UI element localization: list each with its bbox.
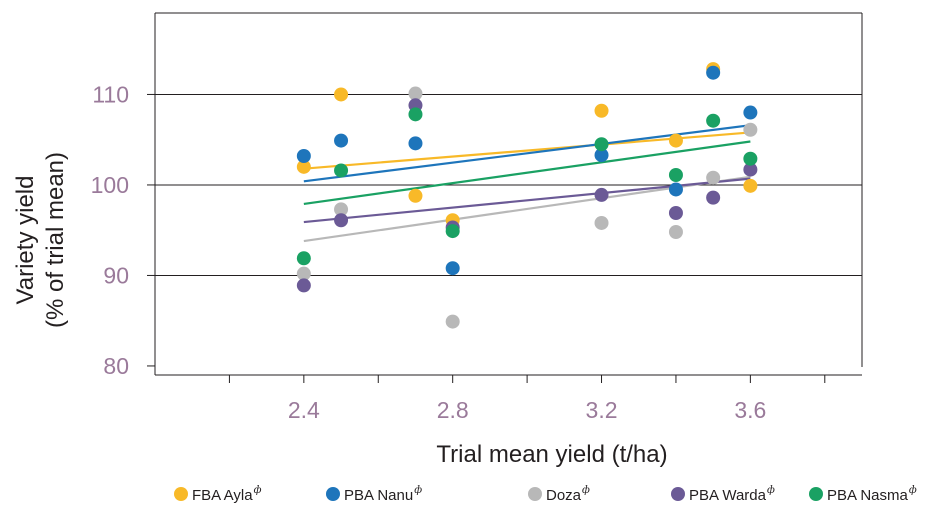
point-doza: [445, 314, 460, 329]
y-tick-label: 90: [103, 262, 129, 288]
legend-label: PBA Nanu: [344, 487, 413, 504]
point-pba-nanu: [594, 148, 609, 163]
x-tick-label: 2.4: [288, 397, 320, 423]
point-fba-ayla: [334, 87, 349, 102]
point-pba-nanu: [445, 261, 460, 276]
trendline-layer: [303, 124, 751, 243]
x-axis-title: Trial mean yield (t/ha): [436, 441, 667, 468]
y-axis-title: Variety yield (% of trial mean): [12, 152, 69, 328]
legend-swatch: [671, 487, 685, 501]
tick-label-layer: 80 90 100 110 2.4 2.8 3.2 3.6: [91, 81, 767, 423]
point-fba-ayla: [668, 133, 683, 148]
point-pba-nasma: [706, 113, 721, 128]
y-tick-label: 100: [91, 172, 129, 198]
legend-item-pba-warda: PBA Warda ф: [671, 485, 775, 504]
legend-item-doza: Doza ф: [528, 485, 590, 504]
point-pba-nanu: [743, 105, 758, 120]
x-tick-label: 3.2: [586, 397, 618, 423]
point-fba-ayla: [296, 159, 311, 174]
legend-swatch: [528, 487, 542, 501]
point-doza: [408, 86, 423, 101]
point-pba-nasma: [743, 151, 758, 166]
y-tick-label: 110: [92, 81, 129, 107]
legend-superscript: ф: [414, 485, 422, 496]
point-pba-nasma: [445, 224, 460, 239]
legend-item-pba-nasma: PBA Nasma ф: [809, 485, 917, 504]
point-fba-ayla: [743, 178, 758, 193]
y-axis-title-line-2: (% of trial mean): [42, 152, 69, 328]
axis-layer: [147, 13, 862, 383]
legend-swatch: [174, 487, 188, 501]
point-fba-ayla: [408, 188, 423, 203]
point-pba-nasma: [408, 107, 423, 122]
point-doza: [668, 225, 683, 240]
legend-swatch: [326, 487, 340, 501]
legend-item-pba-nanu: PBA Nanu ф: [326, 485, 422, 504]
point-pba-warda: [668, 206, 683, 221]
legend-item-fba-ayla: FBA Ayla ф: [174, 485, 262, 504]
point-pba-warda: [743, 162, 758, 177]
point-pba-warda: [334, 213, 349, 228]
y-tick-label: 80: [103, 353, 129, 379]
point-pba-warda: [296, 278, 311, 293]
x-tick-label: 3.6: [734, 397, 766, 423]
legend-label: PBA Nasma: [827, 487, 909, 504]
legend-label: FBA Ayla: [192, 487, 253, 504]
point-pba-nasma: [668, 167, 683, 182]
legend-superscript: ф: [582, 485, 590, 496]
trendline-doza: [303, 175, 751, 243]
point-fba-ayla: [594, 103, 609, 118]
point-doza: [743, 122, 758, 137]
point-pba-nanu: [668, 182, 683, 197]
legend: FBA Ayla ф PBA Nanu ф Doza ф PBA Warda ф PBA Nas…: [174, 485, 917, 504]
point-pba-nanu: [408, 136, 423, 151]
point-pba-nanu: [296, 148, 311, 163]
point-doza: [334, 202, 349, 217]
point-pba-nasma: [296, 251, 311, 266]
legend-superscript: ф: [767, 485, 775, 496]
y-axis-title-line-1: Variety yield: [12, 176, 39, 305]
point-pba-nanu: [334, 133, 349, 148]
legend-superscript: ф: [909, 485, 917, 496]
point-pba-nasma: [334, 163, 349, 178]
point-layer: [296, 62, 758, 329]
point-doza: [706, 170, 721, 185]
point-pba-warda: [594, 187, 609, 202]
legend-superscript: ф: [254, 485, 262, 496]
point-pba-nanu: [706, 65, 721, 80]
x-tick-label: 2.8: [437, 397, 469, 423]
point-pba-nasma: [594, 137, 609, 152]
legend-label: PBA Warda: [689, 487, 767, 504]
point-pba-warda: [706, 190, 721, 205]
point-doza: [594, 215, 609, 230]
point-doza: [296, 266, 311, 281]
trendline-pba-nasma: [303, 140, 751, 206]
legend-label: Doza: [546, 487, 582, 504]
legend-swatch: [809, 487, 823, 501]
